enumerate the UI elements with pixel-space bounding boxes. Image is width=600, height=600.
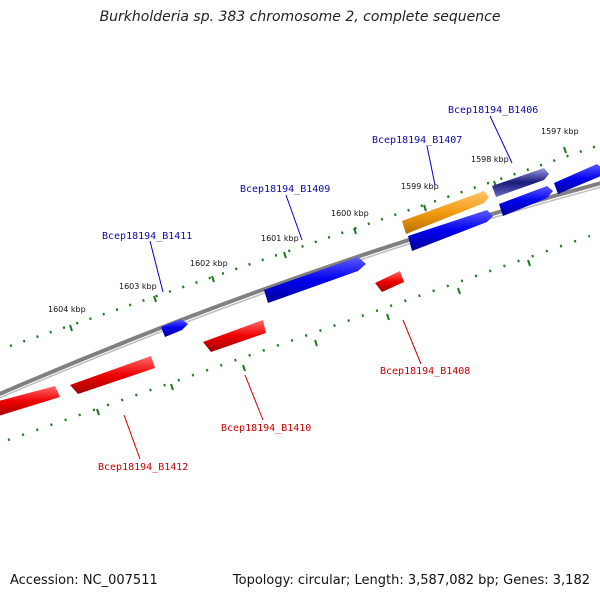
kbp-label: 1598 kbp (471, 155, 509, 164)
reverse-tick-track (7, 234, 591, 442)
gene-label-b1408[interactable]: Bcep18194_B1408 (380, 366, 470, 377)
forward-gene-arrow[interactable] (264, 257, 366, 303)
genome-summary-text: Topology: circular; Length: 3,587,082 bp… (232, 573, 590, 588)
gene-label-b1412[interactable]: Bcep18194_B1412 (98, 462, 188, 473)
gene-label-b1410[interactable]: Bcep18194_B1410 (221, 423, 311, 434)
kbp-label: 1597 kbp (541, 127, 579, 136)
forward-gene-arrow[interactable] (161, 319, 188, 337)
forward-gene-arrow[interactable] (408, 210, 493, 251)
kbp-label: 1603 kbp (119, 282, 157, 291)
gene-label-b1411[interactable]: Bcep18194_B1411 (102, 231, 192, 242)
chromosome-backbone-shadow (0, 186, 600, 399)
kbp-label: 1604 kbp (48, 305, 86, 314)
reverse-leader-lines (123, 319, 422, 460)
kbp-label: 1599 kbp (401, 182, 439, 191)
forward-leader-lines (149, 115, 513, 293)
gene-label-b1409[interactable]: Bcep18194_B1409 (240, 184, 330, 195)
reverse-major-ticks (96, 259, 531, 416)
gene-label-b1406[interactable]: Bcep18194_B1406 (448, 105, 538, 116)
reverse-gene-arrow[interactable] (0, 386, 60, 417)
map-title: Burkholderia sp. 383 chromosome 2, compl… (99, 9, 501, 25)
gene-label-b1407[interactable]: Bcep18194_B1407 (372, 135, 462, 146)
forward-tick-track (9, 143, 600, 348)
selected-gene-arrow[interactable] (492, 168, 549, 197)
forward-major-ticks (69, 146, 567, 332)
reverse-gene-arrow[interactable] (375, 271, 404, 292)
kbp-label: 1600 kbp (331, 209, 369, 218)
reverse-gene-arrow[interactable] (70, 356, 155, 394)
forward-gene-arrow[interactable] (499, 186, 553, 216)
highlighted-gene-arrow[interactable] (402, 191, 489, 234)
kbp-label: 1602 kbp (190, 259, 228, 268)
reverse-gene-arrow[interactable] (203, 320, 266, 352)
forward-gene-arrow[interactable] (554, 164, 600, 194)
accession-text: Accession: NC_007511 (10, 573, 158, 588)
kbp-label: 1601 kbp (261, 234, 299, 243)
